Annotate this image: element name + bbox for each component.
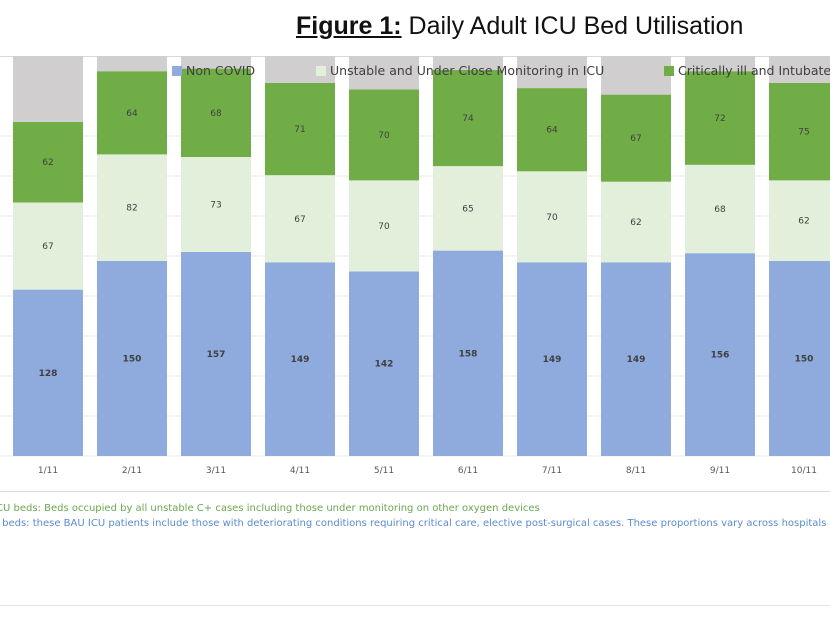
bar-segment [769,261,830,456]
footnote-bau-icu-beds: J beds: these BAU ICU patients include t… [0,518,827,529]
data-label: 64 [126,109,138,119]
bar-segment [433,166,503,251]
data-label: 65 [462,204,473,214]
data-label: 74 [462,114,474,124]
bar-segment [601,181,671,263]
data-label: 64 [546,126,558,136]
bar-segment [97,261,167,456]
bar-segment [349,180,419,272]
data-label: 70 [546,213,558,223]
bar-segment [265,82,335,176]
bar-segment [517,56,587,89]
figure-title: Figure 1: Daily Adult ICU Bed Utilisatio… [296,12,743,41]
bar-segment [13,56,83,122]
bar-segment [97,154,167,261]
legend-label: Critically ill and Intubated [678,63,830,78]
bar-segment [97,71,167,155]
data-label: 150 [123,355,142,365]
stacked-bar-chart: 12867621263831/1115082641114072/11157736… [0,56,830,476]
bar-segment [769,56,830,83]
figure-title-text: Daily Adult ICU Bed Utilisation [401,12,744,40]
legend-label: Unstable and Under Close Monitoring in I… [330,63,604,78]
bar-segment [349,56,419,90]
x-tick-label: 10/11 [791,466,817,476]
bar-segment [517,88,587,172]
data-label: 128 [39,369,58,379]
data-label: 156 [711,351,730,361]
bar-segment [685,56,755,72]
data-label: 70 [378,222,390,232]
x-tick-label: 8/11 [626,466,646,476]
x-tick-label: 4/11 [290,466,310,476]
legend-swatch [172,66,182,76]
data-label: 67 [42,242,53,252]
bar-segment [349,89,419,181]
bar-segment [433,250,503,456]
data-label: 73 [210,200,221,210]
data-label: 75 [798,128,809,138]
data-label: 68 [714,205,726,215]
bar-segment [685,164,755,254]
figure-title-label: Figure 1: [296,12,402,40]
x-tick-label: 3/11 [206,466,226,476]
data-label: 72 [714,114,725,124]
x-tick-label: 2/11 [122,466,142,476]
bar-segment [349,271,419,456]
bar-segment [13,289,83,456]
data-label: 68 [210,109,222,119]
bar-segment [685,253,755,456]
data-label: 62 [42,158,53,168]
x-tick-label: 1/11 [38,466,58,476]
bar-segment [601,94,671,182]
bar-segment [13,202,83,290]
data-label: 149 [291,355,310,365]
data-label: 62 [798,217,809,227]
data-label: 157 [207,350,226,360]
bar-segment [433,56,503,70]
bar-segment [517,171,587,263]
data-label: 62 [630,218,641,228]
data-label: 67 [630,134,641,144]
footnote-covid-icu-beds: CU beds: Beds occupied by all unstable C… [0,503,540,514]
data-label: 67 [294,215,305,225]
bar-segment [265,175,335,263]
data-label: 158 [459,349,478,359]
legend-swatch [316,66,326,76]
x-tick-label: 9/11 [710,466,730,476]
bar-segment [769,180,830,261]
data-label: 82 [126,204,137,214]
bar-segment [13,121,83,203]
bar-segment [181,157,251,252]
bar-segment [181,56,251,69]
data-label: 150 [795,355,814,365]
bar-segment [601,262,671,456]
bar-segment [433,69,503,167]
legend-swatch [664,66,674,76]
divider [0,605,830,606]
bar-segment [181,251,251,456]
x-tick-label: 6/11 [458,466,478,476]
bar-segment [685,71,755,165]
data-label: 71 [294,125,305,135]
legend-label: Non COVID [186,63,255,78]
bar-segment [97,56,167,72]
bar-segment [769,82,830,181]
data-label: 70 [378,131,390,141]
bar-segment [601,56,671,95]
data-label: 149 [543,355,562,365]
bar-segment [265,262,335,456]
x-tick-label: 5/11 [374,466,394,476]
bar-segment [181,68,251,157]
x-tick-label: 7/11 [542,466,562,476]
data-label: 142 [375,360,394,370]
bar-segment [517,262,587,456]
data-label: 149 [627,355,646,365]
